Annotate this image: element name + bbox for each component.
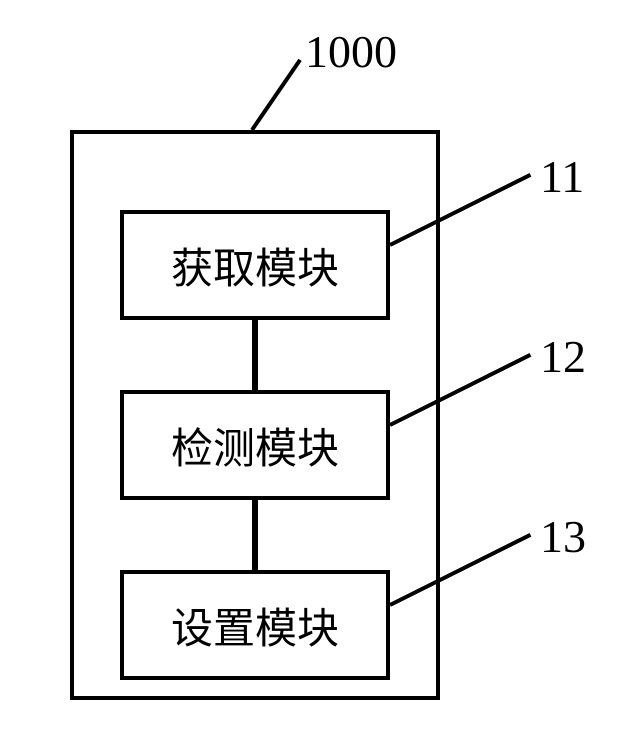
connector-2-3 xyxy=(252,500,258,570)
ref-label-11: 11 xyxy=(540,150,584,203)
connector-1-2 xyxy=(252,320,258,390)
ref-label-13: 13 xyxy=(540,510,586,563)
outer-label: 1000 xyxy=(305,25,397,78)
module-box-acquire: 获取模块 xyxy=(120,210,390,320)
module-text-detect: 检测模块 xyxy=(171,415,339,476)
module-box-detect: 检测模块 xyxy=(120,390,390,500)
ref-label-12: 12 xyxy=(540,330,586,383)
module-text-settings: 设置模块 xyxy=(171,595,339,656)
diagram-canvas: { "diagram": { "type": "block-diagram", … xyxy=(0,0,629,746)
module-box-settings: 设置模块 xyxy=(120,570,390,680)
outer-lead-line xyxy=(250,59,301,131)
module-text-acquire: 获取模块 xyxy=(171,235,339,296)
